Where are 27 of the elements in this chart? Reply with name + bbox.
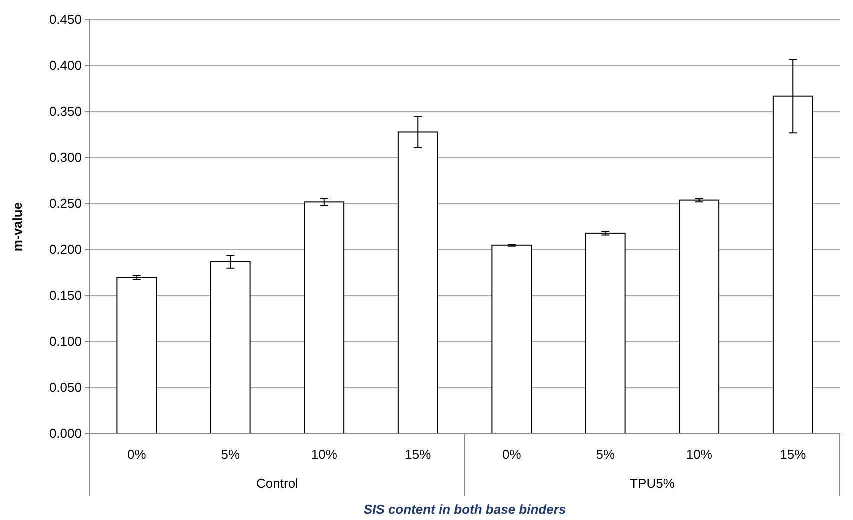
y-tick-label: 0.100 bbox=[49, 334, 82, 350]
x-tick-label: 10% bbox=[686, 447, 713, 462]
y-tick-label: 0.150 bbox=[49, 288, 82, 304]
x-tick-label: 5% bbox=[221, 447, 240, 462]
x-tick-label: 15% bbox=[780, 447, 807, 462]
bar bbox=[304, 202, 345, 434]
y-tick-label: 0.250 bbox=[49, 196, 82, 212]
x-axis-title: SIS content in both base binders bbox=[364, 502, 566, 517]
y-axis-title: m-value bbox=[10, 202, 25, 252]
y-tick-label: 0.300 bbox=[49, 150, 82, 166]
y-tick-label: 0.350 bbox=[49, 104, 82, 120]
y-tick-label: 0.200 bbox=[49, 242, 82, 258]
bar bbox=[679, 200, 720, 434]
text: TPU5% bbox=[630, 476, 676, 491]
bar bbox=[492, 244, 532, 434]
y-tick-label: 0.400 bbox=[49, 58, 82, 74]
y-tick-label: 0.450 bbox=[49, 12, 82, 28]
bar bbox=[116, 277, 158, 434]
x-tick-label: 0% bbox=[502, 447, 522, 462]
x-tick-label: 5% bbox=[596, 447, 616, 462]
bar bbox=[585, 232, 626, 434]
x-tick-label: 10% bbox=[311, 447, 338, 462]
text: Control bbox=[256, 476, 299, 491]
y-tick-label: 0.000 bbox=[49, 426, 82, 442]
y-tick-label: 0.050 bbox=[49, 380, 82, 396]
x-tick-label: 15% bbox=[405, 447, 432, 462]
x-tick-label: 0% bbox=[127, 447, 147, 462]
